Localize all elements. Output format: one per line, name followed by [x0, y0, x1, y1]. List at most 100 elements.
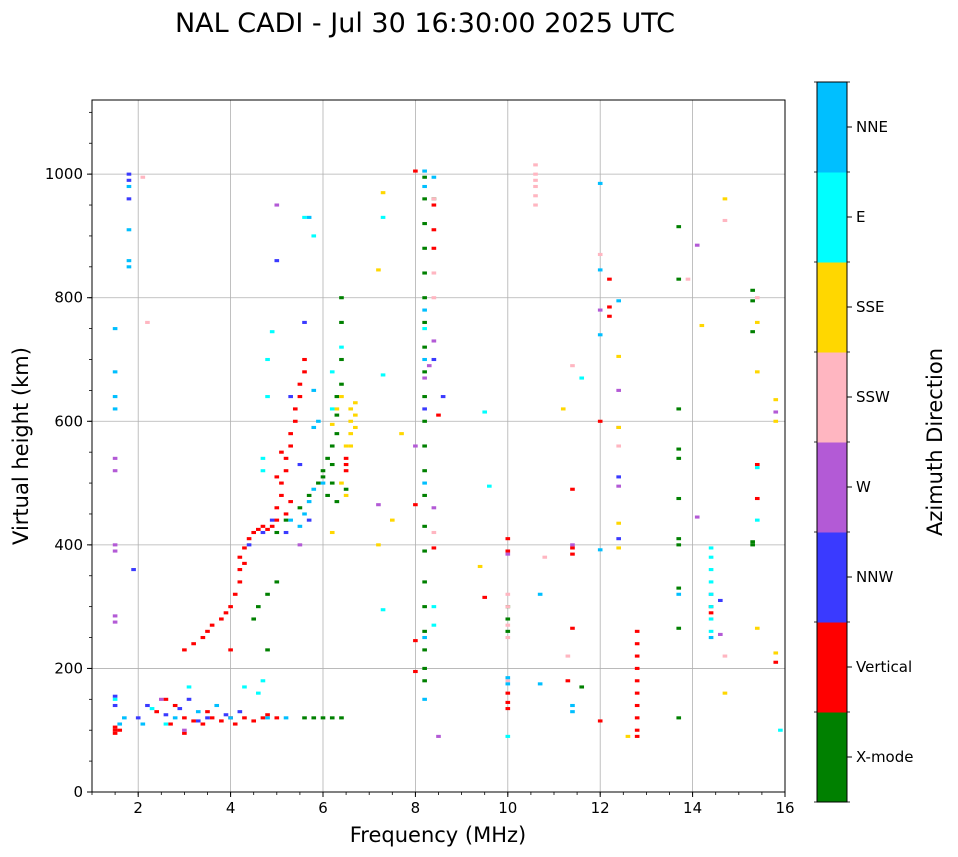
data-point	[505, 605, 511, 609]
data-point	[533, 172, 538, 176]
data-point	[625, 734, 631, 738]
data-point	[380, 373, 386, 377]
data-point	[219, 719, 224, 723]
data-point	[265, 592, 270, 596]
data-point	[505, 707, 511, 711]
data-point	[172, 716, 178, 720]
data-point	[422, 407, 427, 411]
data-point	[112, 694, 118, 698]
data-point	[607, 305, 612, 309]
data-point	[422, 444, 427, 448]
data-point	[676, 543, 682, 547]
data-point	[288, 432, 293, 436]
data-point	[533, 184, 538, 189]
data-point	[265, 527, 270, 531]
data-point	[634, 642, 640, 646]
colorbar-tick-label: NNE	[856, 118, 888, 136]
data-point	[288, 395, 293, 399]
data-point	[232, 722, 238, 726]
data-point	[607, 277, 612, 281]
colorbar-tick-label: NNW	[856, 568, 893, 586]
data-point	[597, 719, 603, 723]
data-point	[597, 308, 603, 312]
data-point	[339, 357, 344, 362]
data-point	[634, 734, 640, 738]
data-point	[325, 493, 330, 497]
data-point	[431, 339, 437, 343]
data-point	[343, 456, 349, 460]
data-point	[343, 493, 349, 497]
data-point	[302, 320, 307, 324]
data-point	[214, 703, 220, 708]
data-point	[191, 642, 196, 646]
data-point	[505, 537, 511, 541]
data-point	[339, 320, 344, 324]
data-point	[607, 314, 612, 318]
data-point	[182, 728, 187, 732]
x-tick-label: 12	[591, 799, 610, 817]
data-point	[422, 169, 427, 173]
data-point	[676, 592, 682, 596]
data-point	[505, 629, 511, 633]
series-nnw	[112, 172, 723, 723]
data-point	[533, 178, 538, 182]
data-point	[223, 611, 229, 615]
data-point	[117, 722, 123, 726]
data-point	[754, 466, 760, 470]
data-point	[422, 376, 427, 380]
data-point	[348, 432, 354, 436]
data-point	[616, 299, 621, 303]
grid	[92, 100, 786, 793]
colorbar-tick-label: Vertical	[856, 658, 912, 676]
data-point	[533, 194, 538, 198]
data-point	[274, 530, 280, 535]
data-point	[422, 357, 427, 362]
data-point	[440, 395, 446, 399]
data-point	[708, 611, 714, 615]
data-point	[283, 469, 289, 473]
data-point	[634, 679, 640, 683]
data-point	[306, 493, 312, 497]
data-point	[283, 456, 289, 460]
data-point	[676, 537, 682, 541]
data-point	[126, 197, 132, 201]
data-point	[431, 197, 437, 201]
data-point	[505, 679, 511, 683]
data-point	[616, 521, 621, 525]
data-point	[570, 710, 575, 714]
data-point	[269, 518, 275, 522]
data-point	[750, 299, 755, 303]
data-point	[431, 623, 437, 627]
data-point	[634, 728, 640, 732]
data-point	[597, 548, 603, 552]
data-point	[329, 444, 335, 448]
data-point	[422, 296, 427, 300]
data-point	[112, 469, 118, 473]
data-point	[431, 296, 437, 300]
data-point	[634, 654, 640, 658]
data-point	[274, 506, 280, 510]
colorbar-tick-label: E	[856, 208, 865, 226]
colorbar-segment	[817, 712, 847, 803]
data-point	[163, 697, 169, 701]
data-point	[195, 719, 201, 723]
data-point	[182, 648, 187, 652]
data-point	[431, 175, 437, 179]
data-point	[274, 518, 280, 522]
y-tick-label: 0	[73, 783, 83, 801]
data-point	[292, 407, 298, 411]
data-point	[376, 268, 381, 272]
data-point	[380, 215, 386, 219]
data-point	[182, 716, 187, 720]
data-point	[297, 506, 303, 510]
data-point	[112, 327, 118, 331]
data-point	[422, 184, 427, 189]
data-point	[302, 370, 307, 374]
data-point	[191, 719, 196, 723]
data-point	[228, 716, 233, 720]
data-point	[708, 555, 714, 559]
data-point	[533, 203, 538, 207]
data-point	[431, 506, 437, 510]
data-point	[329, 370, 335, 374]
plot-background	[92, 100, 785, 792]
